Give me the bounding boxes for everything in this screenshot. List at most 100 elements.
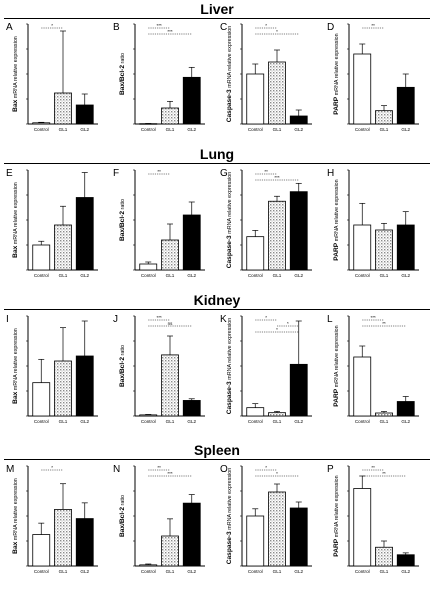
bar-control [353, 488, 372, 567]
panel-letter: J [113, 314, 118, 325]
bar-gl1 [161, 354, 179, 417]
significance-label: ** [382, 471, 386, 476]
bar-gl2 [289, 191, 308, 271]
bar-control [139, 263, 158, 271]
category-label: GL1 [380, 419, 389, 424]
bar-gl2 [289, 507, 308, 567]
section-rule [4, 309, 430, 310]
y-axis-label: Bax mRNA relative expression [12, 328, 19, 404]
significance-label: * [265, 23, 267, 28]
section-title-liver: Liver [200, 1, 234, 17]
significance-label: ** [371, 23, 375, 28]
bar-gl1 [54, 224, 72, 271]
bar-gl2 [289, 115, 308, 125]
significance-label: *** [370, 315, 376, 320]
panel-letter: E [6, 168, 13, 179]
bar-gl1 [268, 61, 286, 125]
bar-gl1 [161, 239, 179, 271]
category-label: GL1 [380, 273, 389, 278]
panel-letter: F [113, 168, 119, 179]
category-label: GL1 [380, 127, 389, 132]
category-label: GL2 [80, 273, 89, 278]
bar-control [246, 236, 265, 271]
category-label: GL1 [166, 569, 175, 574]
bar-gl2 [75, 355, 94, 417]
y-axis-label: Caspase-3 mRNA relative expression [226, 26, 233, 123]
panel-f: F Bax/Bcl-2 ratio Control GL1 GL2 ** [113, 168, 205, 278]
category-label: GL2 [187, 127, 196, 132]
bar-control [32, 382, 51, 417]
category-label: GL2 [401, 273, 410, 278]
category-label: GL1 [166, 419, 175, 424]
bar-control [32, 534, 51, 567]
bar-gl2 [182, 76, 201, 125]
y-axis-label: Bax mRNA relative expression [12, 182, 19, 258]
category-label: GL2 [401, 419, 410, 424]
category-label: GL1 [273, 127, 282, 132]
panel-letter: C [220, 22, 227, 33]
panel-letter: I [6, 314, 9, 325]
y-axis-label: PARP mRNA relative expression [333, 179, 340, 260]
y-axis-label: Bax/Bcl-2 ratio [119, 53, 126, 95]
significance-label: ** [371, 465, 375, 470]
significance-label: * [276, 327, 278, 332]
category-label: GL2 [294, 127, 303, 132]
category-label: Control [248, 569, 263, 574]
bar-gl1 [161, 535, 179, 567]
category-label: Control [248, 127, 263, 132]
category-label: GL2 [401, 127, 410, 132]
y-axis-label: PARP mRNA relative expression [333, 475, 340, 556]
bar-gl2 [75, 104, 94, 125]
panel-m: M Bax mRNA relative expression Control GL1 G… [6, 464, 98, 574]
significance-label: *** [156, 23, 162, 28]
category-label: GL2 [401, 569, 410, 574]
section-title-kidney: Kidney [193, 292, 241, 308]
bar-control [246, 515, 265, 567]
panel-letter: B [113, 22, 120, 33]
panel-letter: M [6, 464, 14, 475]
section-rule [4, 18, 430, 19]
y-axis-label: Bax/Bcl-2 ratio [119, 345, 126, 387]
bar-gl2 [182, 502, 201, 567]
significance-label: ** [157, 169, 161, 174]
category-label: GL1 [273, 273, 282, 278]
bar-control [32, 122, 51, 125]
category-label: GL1 [59, 419, 68, 424]
section-title-spleen: Spleen [194, 442, 240, 458]
bar-control [139, 564, 158, 567]
bar-gl2 [396, 86, 415, 125]
y-axis-label: Caspase-3 mRNA relative expression [226, 468, 233, 565]
category-label: Control [248, 419, 263, 424]
y-axis-label: PARP mRNA relative expression [333, 33, 340, 114]
bar-control [353, 53, 372, 125]
panel-letter: L [327, 314, 333, 325]
bar-gl1 [54, 92, 72, 125]
section-title-lung: Lung [199, 146, 235, 162]
category-label: GL2 [80, 127, 89, 132]
category-label: GL1 [59, 127, 68, 132]
bar-gl1 [375, 110, 393, 125]
category-label: GL2 [187, 273, 196, 278]
significance-label: ns [168, 321, 174, 326]
category-label: GL1 [380, 569, 389, 574]
panel-letter: A [6, 22, 13, 33]
bar-gl2 [182, 214, 201, 271]
category-label: GL1 [273, 419, 282, 424]
y-axis-label: Bax mRNA relative expression [12, 36, 19, 112]
panel-letter: P [327, 464, 334, 475]
panel-letter: N [113, 464, 120, 475]
bar-gl2 [396, 554, 415, 567]
category-label: GL1 [166, 273, 175, 278]
y-axis-label: Bax/Bcl-2 ratio [119, 199, 126, 241]
category-label: Control [355, 569, 370, 574]
y-axis-label: Caspase-3 mRNA relative expression [226, 172, 233, 269]
